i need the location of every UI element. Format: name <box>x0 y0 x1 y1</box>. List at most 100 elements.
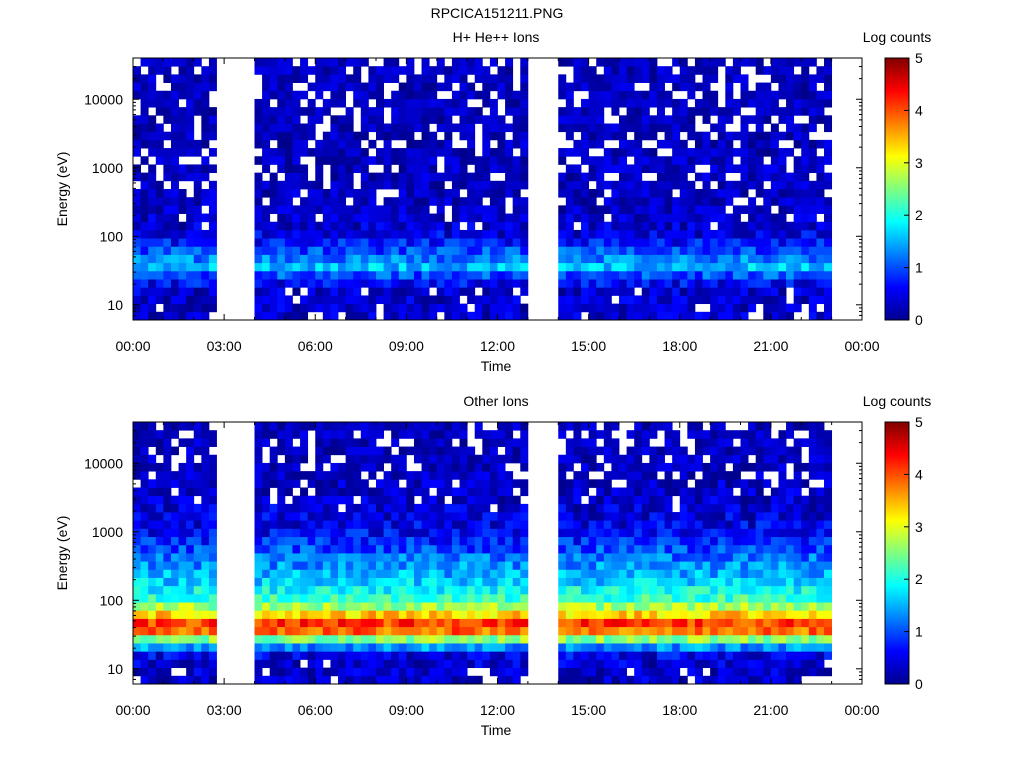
heatmap-cell <box>793 172 802 182</box>
heatmap-cell <box>740 569 749 578</box>
heatmap-cell <box>330 238 339 247</box>
heatmap-cell <box>565 303 574 313</box>
heatmap-cell <box>208 213 217 223</box>
heatmap-cell <box>649 254 658 264</box>
heatmap-cell <box>641 98 650 108</box>
heatmap-cell <box>436 295 445 305</box>
heatmap-cell <box>429 246 438 255</box>
heatmap-cell <box>406 553 415 562</box>
heatmap-cell <box>603 643 612 652</box>
heatmap-cell <box>429 270 438 280</box>
heatmap-cell <box>778 585 787 595</box>
heatmap-cell <box>611 471 620 480</box>
heatmap-cell <box>672 430 681 439</box>
heatmap-cell <box>193 287 202 296</box>
heatmap-cell <box>603 438 612 447</box>
heatmap-cell <box>292 74 301 83</box>
heatmap-cell <box>694 189 703 198</box>
heatmap-cell <box>497 577 506 587</box>
heatmap-cell <box>307 528 316 538</box>
heatmap-cell <box>360 303 369 313</box>
heatmap-cell <box>398 422 407 431</box>
heatmap-cell <box>376 213 384 223</box>
heatmap-cell <box>459 156 468 165</box>
heatmap-cell <box>717 503 726 513</box>
heatmap-cell <box>717 602 726 611</box>
heatmap-cell <box>315 659 324 669</box>
heatmap-cell <box>467 270 476 280</box>
heatmap-cell <box>368 189 377 198</box>
heatmap-cell <box>619 66 627 75</box>
heatmap-cell <box>148 189 157 198</box>
heatmap-cell <box>824 610 833 619</box>
heatmap-cell <box>170 643 179 652</box>
heatmap-cell <box>808 634 817 644</box>
heatmap-cell <box>725 213 734 223</box>
heatmap-cell <box>755 295 764 305</box>
bottom-heatmap-cells <box>133 422 833 685</box>
heatmap-cell <box>656 164 665 174</box>
heatmap-cell <box>322 610 331 619</box>
heatmap-cell <box>672 446 681 456</box>
heatmap-cell <box>565 487 574 497</box>
heatmap-cell <box>163 115 172 124</box>
heatmap-cell <box>315 561 324 570</box>
heatmap-cell <box>353 58 362 67</box>
heatmap-cell <box>596 189 605 198</box>
heatmap-cell <box>770 180 779 190</box>
heatmap-cell <box>376 544 384 554</box>
heatmap-cell <box>482 462 491 472</box>
heatmap-cell <box>664 643 673 652</box>
heatmap-cell <box>391 675 400 685</box>
heatmap-cell <box>148 536 157 546</box>
heatmap-cell <box>687 254 696 264</box>
heatmap-cell <box>770 295 779 305</box>
heatmap-cell <box>710 279 719 288</box>
heatmap-cell <box>497 74 506 83</box>
heatmap-cell <box>489 180 498 190</box>
heatmap-cell <box>482 495 491 505</box>
heatmap-cell <box>512 172 521 182</box>
heatmap-cell <box>254 536 263 546</box>
heatmap-cell <box>489 577 498 587</box>
heatmap-cell <box>763 270 772 280</box>
heatmap-cell <box>808 156 817 165</box>
heatmap-cell <box>664 585 673 595</box>
heatmap-cell <box>649 270 658 280</box>
heatmap-cell <box>755 107 764 116</box>
heatmap-cell <box>717 221 726 231</box>
heatmap-cell <box>451 311 460 321</box>
heatmap-cell <box>391 462 400 472</box>
heatmap-cell <box>694 311 703 321</box>
heatmap-cell <box>581 180 590 190</box>
heatmap-cell <box>155 651 164 660</box>
heatmap-cell <box>786 107 795 116</box>
heatmap-cell <box>603 90 612 100</box>
heatmap-cell <box>770 520 779 529</box>
heatmap-cell <box>808 205 817 214</box>
heatmap-cell <box>398 131 407 141</box>
heatmap-cell <box>763 205 772 214</box>
heatmap-cell <box>619 667 627 677</box>
heatmap-cell <box>163 74 172 83</box>
heatmap-cell <box>444 270 453 280</box>
heatmap-cell <box>383 213 392 223</box>
heatmap-cell <box>755 643 764 652</box>
heatmap-cell <box>611 593 620 603</box>
heatmap-cell <box>603 180 612 190</box>
heatmap-cell <box>679 197 688 206</box>
heatmap-cell <box>254 667 263 677</box>
heatmap-cell <box>664 205 673 214</box>
heatmap-cell <box>406 238 415 247</box>
heatmap-cell <box>664 446 673 456</box>
heatmap-cell <box>710 229 719 239</box>
heatmap-cell <box>824 197 833 206</box>
heatmap-cell <box>770 74 779 83</box>
heatmap-cell <box>360 279 369 288</box>
heatmap-cell <box>383 544 392 554</box>
heatmap-cell <box>322 479 331 488</box>
heatmap-cell <box>398 189 407 198</box>
heatmap-cell <box>755 139 764 149</box>
heatmap-cell <box>300 438 309 447</box>
heatmap-cell <box>565 164 574 174</box>
